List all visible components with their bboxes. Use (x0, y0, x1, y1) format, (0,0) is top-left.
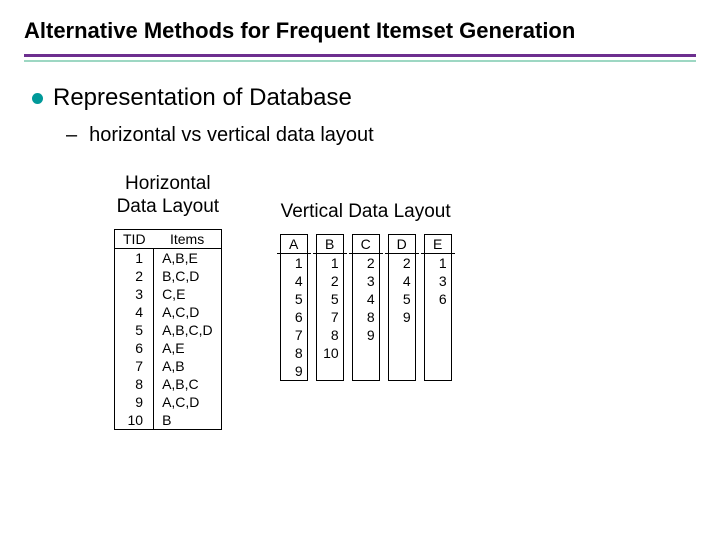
h-header-tid: TID (115, 229, 154, 248)
tid-cell: 1 (115, 248, 154, 267)
vertical-col-value: 2 (353, 254, 379, 272)
horizontal-layout-block: Horizontal Data Layout TID Items 1A,B,E2… (114, 173, 222, 430)
tid-cell: 10 (115, 411, 154, 430)
vertical-col-value: 5 (317, 290, 343, 308)
tid-cell: 3 (115, 285, 154, 303)
table-row: 2B,C,D (115, 267, 222, 285)
vertical-column: E136 (424, 234, 452, 381)
subbullet-text: horizontal vs vertical data layout (89, 124, 374, 147)
table-row: 5A,B,C,D (115, 321, 222, 339)
vertical-col-value: 7 (281, 326, 307, 344)
table-row: 1A,B,E (115, 248, 222, 267)
table-row: 7A,B (115, 357, 222, 375)
vertical-col-value: 6 (425, 290, 451, 308)
slide-title: Alternative Methods for Frequent Itemset… (24, 18, 696, 44)
vertical-layout-block: Vertical Data Layout A1456789B1257810C23… (272, 201, 460, 381)
items-cell: A,C,D (154, 393, 222, 411)
vertical-col-value: 1 (425, 254, 451, 272)
vertical-col-value: 3 (425, 272, 451, 290)
vertical-col-value: 2 (317, 272, 343, 290)
items-cell: A,B,C (154, 375, 222, 393)
horizontal-layout-label: Horizontal Data Layout (117, 173, 219, 219)
items-cell: A,C,D (154, 303, 222, 321)
vertical-col-header: D (385, 235, 419, 254)
vertical-col-value: 5 (389, 290, 415, 308)
items-cell: A,E (154, 339, 222, 357)
dash-icon: – (66, 124, 77, 147)
vertical-col-value: 1 (281, 254, 307, 272)
vertical-column: B1257810 (316, 234, 344, 381)
vertical-col-value: 4 (389, 272, 415, 290)
vertical-col-value: 8 (317, 326, 343, 344)
vertical-col-value: 4 (353, 290, 379, 308)
vertical-col-value: 3 (353, 272, 379, 290)
vertical-col-header: C (349, 235, 383, 254)
bullet-text: Representation of Database (53, 84, 352, 112)
vertical-column: A1456789 (280, 234, 308, 381)
table-row: 6A,E (115, 339, 222, 357)
tid-cell: 2 (115, 267, 154, 285)
tid-cell: 7 (115, 357, 154, 375)
items-cell: A,B,E (154, 248, 222, 267)
bullet-disc-icon (32, 93, 43, 104)
vertical-col-value: 10 (317, 344, 343, 362)
vertical-table: A1456789B1257810C23489D2459E136 (272, 234, 460, 381)
vertical-col-value: 2 (389, 254, 415, 272)
vertical-col-value: 9 (389, 308, 415, 326)
vertical-col-value: 4 (281, 272, 307, 290)
bullet-level2: – horizontal vs vertical data layout (66, 124, 696, 147)
divider-bottom (24, 60, 696, 62)
content-row: Horizontal Data Layout TID Items 1A,B,E2… (114, 173, 696, 430)
items-cell: A,B,C,D (154, 321, 222, 339)
vertical-col-value: 5 (281, 290, 307, 308)
horizontal-table: TID Items 1A,B,E2B,C,D3C,E4A,C,D5A,B,C,D… (114, 229, 222, 430)
items-cell: C,E (154, 285, 222, 303)
vertical-col-header: B (313, 235, 347, 254)
items-cell: B (154, 411, 222, 430)
h-header-items: Items (154, 229, 222, 248)
divider-top (24, 54, 696, 57)
tid-cell: 5 (115, 321, 154, 339)
vertical-layout-label: Vertical Data Layout (281, 201, 451, 224)
vertical-col-value: 7 (317, 308, 343, 326)
tid-cell: 8 (115, 375, 154, 393)
vertical-column: C23489 (352, 234, 380, 381)
tid-cell: 4 (115, 303, 154, 321)
vertical-col-header: A (277, 235, 311, 254)
vertical-col-value: 9 (353, 326, 379, 344)
vertical-col-value: 1 (317, 254, 343, 272)
table-row: 8A,B,C (115, 375, 222, 393)
vertical-col-header: E (421, 235, 455, 254)
table-row: 4A,C,D (115, 303, 222, 321)
items-cell: A,B (154, 357, 222, 375)
table-row: 3C,E (115, 285, 222, 303)
vertical-col-value: 8 (281, 344, 307, 362)
vertical-col-value: 9 (281, 362, 307, 380)
table-row: 9A,C,D (115, 393, 222, 411)
horizontal-label-line2: Data Layout (117, 196, 219, 217)
table-row: 10B (115, 411, 222, 430)
vertical-col-value: 6 (281, 308, 307, 326)
items-cell: B,C,D (154, 267, 222, 285)
vertical-column: D2459 (388, 234, 416, 381)
tid-cell: 6 (115, 339, 154, 357)
bullet-level1: Representation of Database (32, 84, 696, 112)
tid-cell: 9 (115, 393, 154, 411)
horizontal-label-line1: Horizontal (125, 173, 211, 194)
slide: Alternative Methods for Frequent Itemset… (0, 0, 720, 540)
vertical-col-value: 8 (353, 308, 379, 326)
